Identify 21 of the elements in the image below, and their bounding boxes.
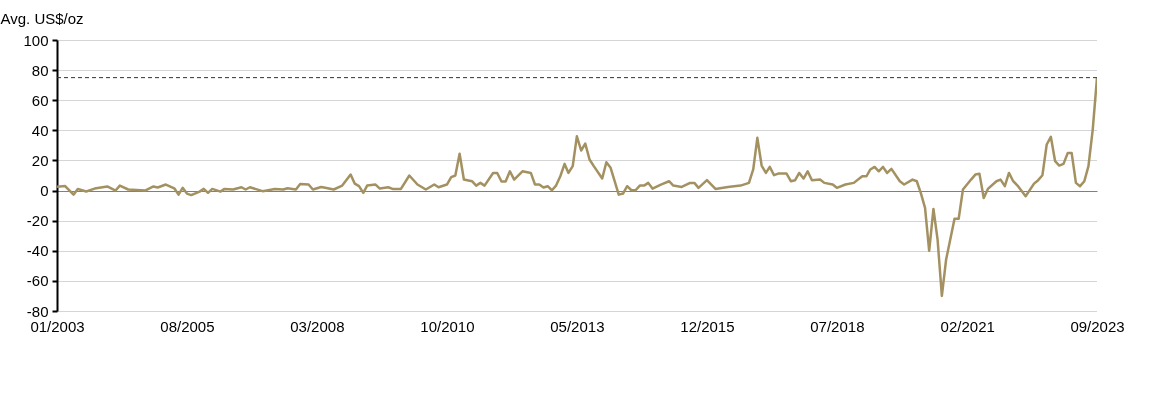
y-tick-label: 40 xyxy=(31,121,49,139)
y-tick-label: -60 xyxy=(26,272,49,290)
y-tick-label: -80 xyxy=(26,302,49,320)
x-tick-label: 10/2010 xyxy=(420,317,475,335)
line-series xyxy=(57,76,1097,298)
x-tick-label: 07/2018 xyxy=(810,317,865,335)
x-tick-label: 05/2013 xyxy=(550,317,605,335)
y-tick-label: 0 xyxy=(40,182,49,200)
y-tick-label: -40 xyxy=(26,242,49,260)
y-tick-label: 20 xyxy=(31,151,49,169)
x-tick-label: 02/2021 xyxy=(940,317,995,335)
x-tick-label: 09/2023 xyxy=(1070,317,1125,335)
x-tick-label: 12/2015 xyxy=(680,317,735,335)
x-tick-label: 08/2005 xyxy=(160,317,215,335)
x-tick-label: 01/2003 xyxy=(30,317,85,335)
y-axis-title: Avg. US$/oz xyxy=(0,9,84,27)
y-tick-label: -20 xyxy=(26,212,49,230)
y-tick-label: 80 xyxy=(31,61,49,79)
y-tick-label: 100 xyxy=(23,31,49,49)
x-tick-label: 03/2008 xyxy=(290,317,345,335)
y-tick-label: 60 xyxy=(31,91,49,109)
